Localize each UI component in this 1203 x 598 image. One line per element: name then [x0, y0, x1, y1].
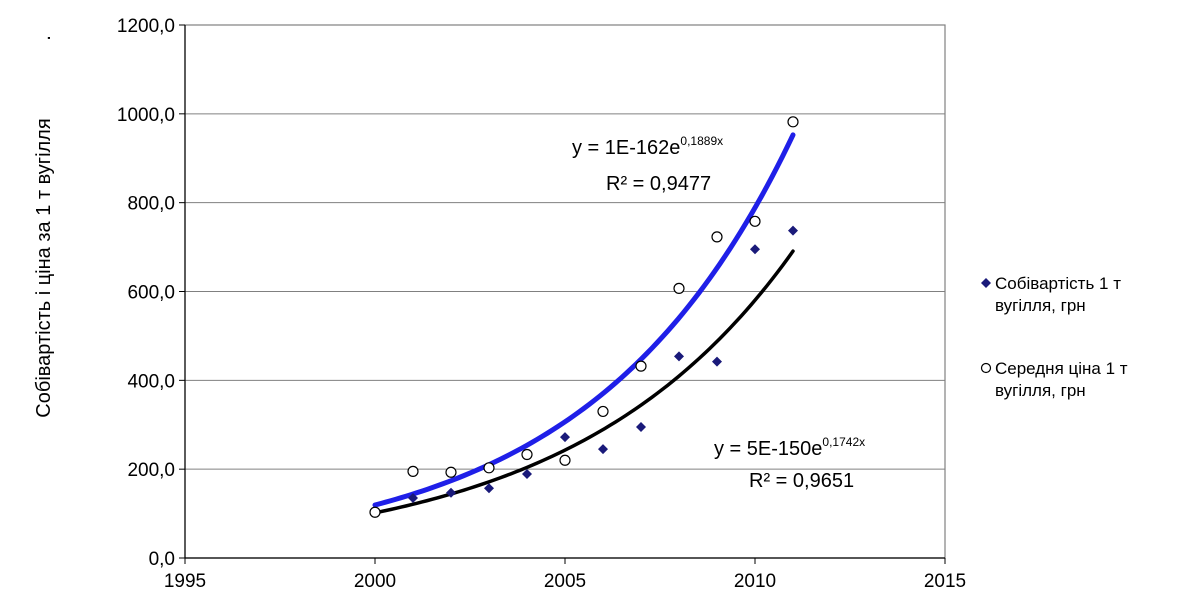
trendlines: [372, 132, 796, 515]
data-point-cost: [636, 421, 646, 432]
y-tick-label: 0,0: [149, 549, 175, 570]
r2-price: R² = 0,9477: [606, 173, 711, 195]
data-point-cost: [598, 444, 608, 455]
data-point-price: [407, 465, 419, 477]
data-point-cost: [484, 483, 494, 494]
data-point-cost: [674, 351, 684, 362]
data-point-price: [635, 360, 647, 372]
equation-price-exponent: 0,1889x: [680, 134, 723, 148]
y-tick-label: 1200,0: [117, 16, 175, 37]
legend-label-cost-line2: вугілля, грн: [995, 296, 1086, 315]
data-point-price: [597, 405, 609, 418]
y-tick-label: 200,0: [127, 460, 175, 481]
axes: 0,0 200,0 400,0 600,0 800,0 1000,0 1200,0 1995 2…: [117, 16, 966, 592]
circle-marker-icon: [980, 362, 992, 374]
y-tick-label: 800,0: [127, 194, 175, 215]
data-point-price: [711, 231, 723, 243]
trendline-label-price: y = 1E-162e0,1889x R² = 0,9477: [572, 134, 723, 195]
r2-cost: R² = 0,9651: [749, 470, 854, 492]
data-point-price: [445, 466, 457, 478]
x-tick-label: 2005: [544, 571, 586, 592]
legend-item-cost: Собівартість 1 т вугілля, грн: [981, 274, 1121, 315]
y-tick-label: 400,0: [127, 371, 175, 392]
legend: Собівартість 1 т вугілля, грн Середня ці…: [980, 274, 1128, 400]
legend-label-cost-line1: Собівартість 1 т: [995, 274, 1121, 293]
trendline-price: [372, 132, 796, 508]
y-tick-label: 600,0: [127, 283, 175, 304]
equation-price: y = 1E-162e: [572, 137, 680, 159]
data-point-cost: [522, 469, 532, 480]
data-point-price: [521, 448, 533, 461]
data-point-cost: [788, 225, 798, 236]
gridlines: [185, 113, 945, 470]
data-point-price: [787, 116, 799, 128]
data-point-price: [483, 462, 495, 474]
data-point-price: [749, 215, 761, 227]
data-point-cost: [408, 493, 418, 504]
trendline-cost: [373, 249, 795, 515]
y-axis-title: Собівартість і ціна за 1 т вугілля: [33, 118, 55, 417]
y-tick-label: 1000,0: [117, 105, 175, 126]
data-point-cost: [712, 356, 722, 367]
svg-text:y = 5E-150e0,1742x: y = 5E-150e0,1742x: [714, 435, 865, 460]
legend-item-price: Середня ціна 1 т вугілля, грн: [980, 359, 1128, 400]
data-point-cost: [560, 432, 570, 443]
diamond-marker-icon: [981, 278, 991, 288]
data-point-price: [369, 506, 381, 518]
x-tick-label: 2010: [734, 571, 776, 592]
legend-label-price-line2: вугілля, грн: [995, 381, 1086, 400]
legend-label-price-line1: Середня ціна 1 т: [995, 359, 1128, 378]
x-tick-label: 2015: [924, 571, 966, 592]
equation-cost-exponent: 0,1742x: [822, 435, 865, 449]
data-points: [369, 116, 799, 518]
svg-text:y = 1E-162e0,1889x: y = 1E-162e0,1889x: [572, 134, 723, 159]
trendline-label-cost: y = 5E-150e0,1742x R² = 0,9651: [714, 435, 865, 492]
equation-cost: y = 5E-150e: [714, 438, 822, 460]
data-point-cost: [750, 244, 760, 255]
x-tick-label: 1995: [164, 571, 206, 592]
data-point-cost: [446, 487, 456, 498]
x-tick-label: 2000: [354, 571, 396, 592]
data-point-price: [673, 282, 685, 294]
y-axis-title-suffix: .: [33, 35, 55, 41]
data-point-price: [559, 454, 571, 466]
